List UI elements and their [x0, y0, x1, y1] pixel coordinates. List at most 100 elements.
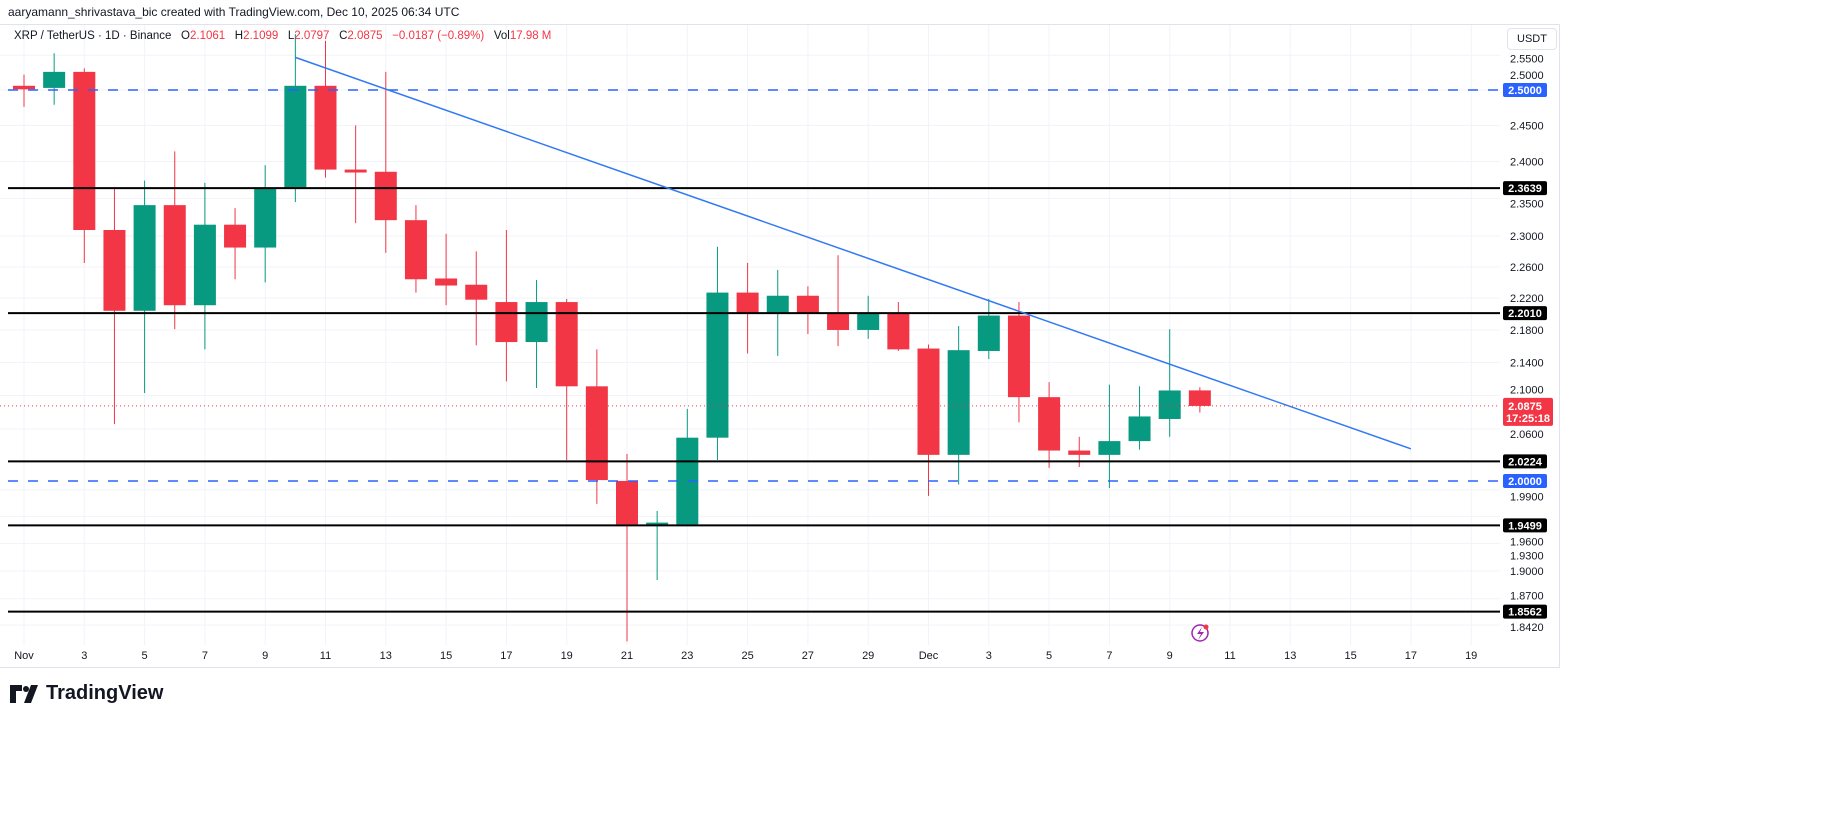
currency-unit-button[interactable]: USDT [1507, 28, 1557, 50]
level-price-tag [1503, 473, 1547, 488]
symbol-legend: XRP / TetherUS · 1D · Binance O2.1061 H2… [14, 30, 551, 42]
x-tick-label: 7 [1106, 650, 1112, 662]
candle-body [585, 386, 608, 481]
candle-2025-12-09 [1158, 329, 1181, 437]
candle-body [706, 292, 729, 438]
x-tick-label: 9 [1167, 650, 1173, 662]
candle-2025-11-14 [404, 205, 427, 293]
x-tick-label: 29 [862, 650, 874, 662]
y-tick-label: 2.3500 [1510, 198, 1544, 210]
candle-2025-11-09 [254, 165, 277, 283]
high-label: H [234, 30, 244, 42]
candle-body [646, 522, 669, 525]
candle-body [1038, 397, 1061, 451]
last-price-tag [1503, 397, 1553, 426]
tradingview-logo-icon [10, 684, 38, 703]
candle-body [796, 295, 819, 314]
y-tick-label: 2.5000 [1510, 70, 1544, 82]
candle-2025-11-19 [555, 298, 578, 461]
candle-2025-11-06 [163, 151, 186, 330]
y-tick-label: 1.9600 [1510, 536, 1544, 548]
candle-2025-12-08 [1128, 386, 1151, 450]
candle-2025-12-07 [1098, 384, 1121, 488]
level-price-label: 2.5000 [1508, 85, 1542, 97]
x-tick-label: 5 [1046, 650, 1052, 662]
candle-body [887, 313, 910, 350]
y-tick-label: 1.9300 [1510, 550, 1544, 562]
level-price-label: 2.2010 [1508, 308, 1542, 320]
candle-body [1007, 315, 1030, 398]
x-tick-label: 23 [681, 650, 693, 662]
candle-2025-11-16 [465, 251, 488, 346]
candle-body [857, 313, 880, 330]
volume-value: 17.98 M [509, 30, 552, 42]
candle-body [1188, 390, 1211, 406]
chart-frame [0, 24, 1560, 668]
candle-2025-12-04 [1007, 302, 1030, 423]
candle-body [495, 302, 518, 343]
candle-body [917, 348, 940, 455]
x-tick-label: Nov [14, 650, 34, 662]
candle-2025-11-03 [73, 68, 96, 263]
close-value: 2.0875 [347, 30, 383, 42]
alert-icon-bolt [1197, 627, 1204, 640]
candle-2025-11-17 [495, 230, 518, 382]
x-tick-label: 11 [320, 650, 331, 662]
candle-2025-11-07 [193, 182, 216, 350]
y-tick-label: 2.4500 [1510, 120, 1544, 132]
symbol-name[interactable]: XRP / TetherUS · 1D · Binance [14, 30, 172, 42]
y-tick-label: 2.0600 [1510, 429, 1544, 441]
candle-body [344, 169, 367, 173]
candle-body [163, 205, 186, 306]
x-tick-label: 5 [142, 650, 148, 662]
candle-2025-12-10 [1188, 387, 1211, 413]
volume-label: Vol [493, 30, 510, 42]
x-tick-label: 7 [202, 650, 208, 662]
candle-2025-11-12 [344, 125, 367, 224]
candle-2025-11-13 [374, 71, 397, 253]
candle-2025-11-08 [224, 208, 247, 280]
candle-body [676, 437, 699, 525]
level-price-label: 2.0224 [1508, 456, 1543, 468]
candle-body [525, 302, 548, 343]
candle-body [1068, 450, 1091, 455]
candle-2025-11-22 [646, 510, 669, 581]
x-tick-label: 9 [262, 650, 268, 662]
candle-2025-12-05 [1038, 382, 1061, 468]
candle-body [1158, 390, 1181, 419]
y-tick-label: 2.3000 [1510, 231, 1544, 243]
x-tick-label: 19 [1465, 650, 1477, 662]
candle-body [1128, 416, 1151, 442]
alert-icon-ring [1191, 624, 1209, 642]
level-price-tag [1503, 604, 1547, 619]
candle-body [435, 278, 458, 286]
candle-2025-11-30 [887, 302, 910, 351]
candle-body [73, 71, 96, 231]
lightning-alert-icon[interactable] [1191, 624, 1209, 642]
candle-body [947, 350, 970, 455]
tradingview-logo: TradingView [10, 682, 163, 705]
alert-icon-dot [1203, 624, 1209, 630]
candle-2025-12-02 [947, 325, 970, 485]
level-price-tag [1503, 181, 1547, 196]
x-tick-label: 3 [81, 650, 87, 662]
candle-body [736, 292, 759, 314]
x-tick-label: 13 [380, 650, 392, 662]
y-tick-label: 2.5500 [1510, 53, 1544, 65]
low-value: 2.0797 [294, 30, 330, 42]
candle-body [103, 230, 126, 311]
candle-body [254, 187, 277, 248]
candle-body [465, 284, 488, 300]
y-tick-label: 2.1000 [1510, 384, 1544, 396]
candle-body [133, 205, 156, 311]
y-tick-label: 2.1800 [1510, 325, 1544, 337]
last-price-label: 2.0875 [1508, 401, 1542, 413]
candle-2025-11-01 [13, 74, 35, 107]
y-tick-label: 2.2200 [1510, 293, 1544, 305]
candle-2025-11-02 [43, 53, 66, 105]
x-tick-label: Dec [919, 650, 939, 662]
candle-2025-11-28 [827, 255, 850, 347]
y-tick-label: 2.1400 [1510, 357, 1544, 369]
tradingview-logo-text: TradingView [46, 682, 164, 704]
